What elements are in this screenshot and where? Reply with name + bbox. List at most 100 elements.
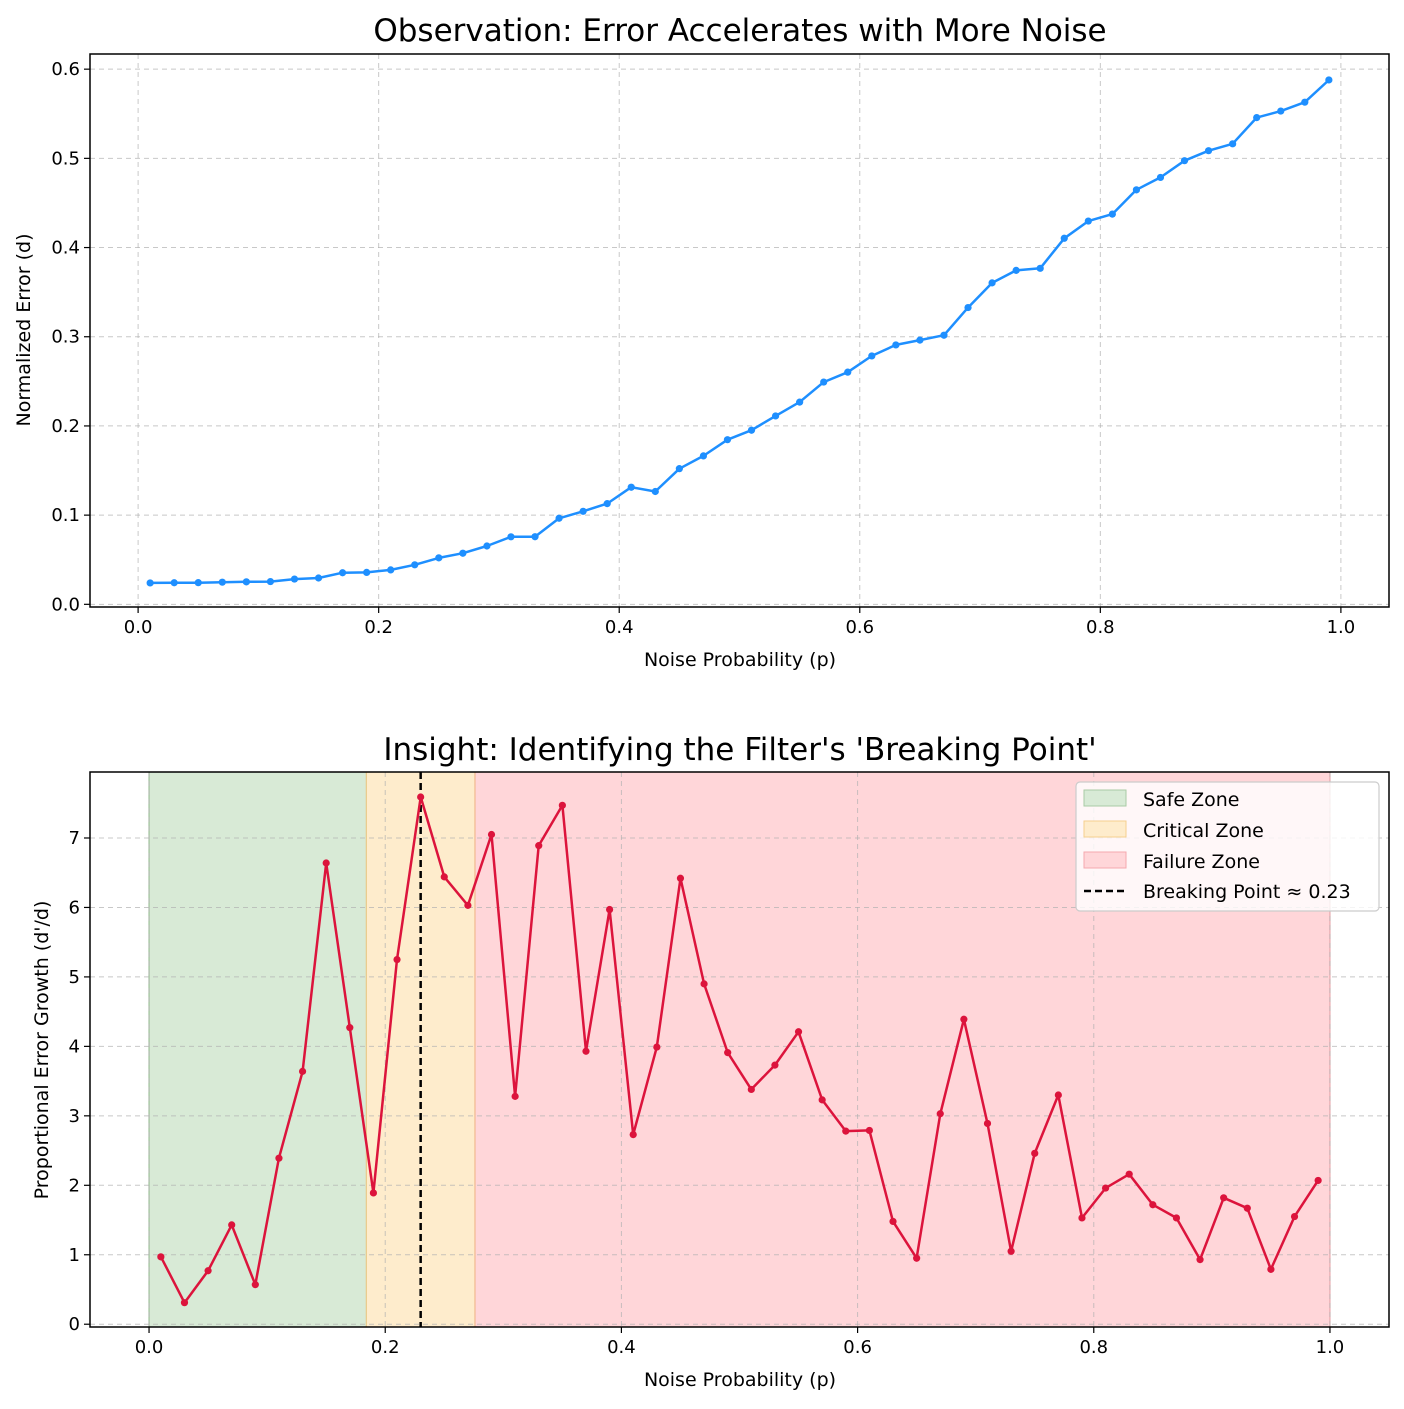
data-point [676,874,685,882]
data-point [507,533,515,541]
data-point [1132,186,1141,194]
data-point [1031,1149,1039,1157]
x-tick-label: 0.6 [843,1337,872,1358]
series-line [159,795,1320,1304]
data-point [627,483,635,491]
data-point [1054,1091,1062,1099]
chart2-title: Insight: Identifying the Filter's 'Break… [383,732,1096,768]
legend-label-breaking-point: Breaking Point ≈ 0.23 [1143,881,1351,903]
data-point [558,801,566,809]
chart1-grid [90,54,1389,607]
data-point [820,378,828,386]
data-point [724,1049,732,1057]
data-point [411,561,419,569]
data-point [511,1092,519,1100]
data-point [892,341,900,349]
legend-label-failure: Failure Zone [1143,851,1260,873]
data-point [346,1024,354,1032]
data-point [393,955,401,964]
data-point [290,575,299,583]
chart2-series [157,793,1322,1307]
data-point [363,568,371,576]
data-point [1180,157,1189,165]
data-point [1229,140,1237,148]
chart-insight: Insight: Identifying the Filter's 'Break… [31,732,1390,1391]
data-point [1204,147,1213,155]
data-point [1277,107,1285,115]
data-point [417,793,425,801]
data-point [916,336,924,344]
data-point [988,279,996,287]
x-tick-label: 0.4 [607,1337,636,1358]
data-point [157,1253,165,1261]
data-point [651,487,659,496]
x-tick-label: 1.0 [1316,1337,1345,1358]
data-point [865,1126,874,1135]
legend-frame [1075,781,1380,912]
chart1-y-label: Normalized Error (d) [13,233,35,426]
data-point [603,500,611,508]
data-point [794,1028,803,1036]
data-point [582,1047,590,1055]
data-point [1149,1201,1157,1209]
x-tick-label: 0.8 [1086,617,1115,638]
data-point [338,569,347,577]
data-point [435,554,443,562]
data-point [1078,1214,1086,1222]
y-tick-label: 7 [69,828,80,849]
data-point [487,830,496,839]
y-tick-label: 5 [69,967,80,988]
y-tick-label: 4 [69,1036,80,1057]
x-tick-label: 0.0 [135,1337,164,1358]
data-point [1325,76,1333,84]
data-point [322,859,330,867]
data-point [796,398,804,406]
data-point [842,1127,850,1135]
data-point [170,579,178,587]
data-point [314,574,323,582]
chart2-y-label: Proportional Error Growth (d'/d) [31,901,53,1200]
zone-safe-zone [149,772,367,1327]
x-tick-label: 0.6 [845,617,874,638]
y-tick-label: 0.1 [51,505,80,526]
data-point [889,1217,897,1226]
y-tick-label: 2 [69,1175,80,1196]
data-point [146,579,154,587]
data-point [266,577,275,586]
data-point [700,980,708,988]
chart2-y-ticks: 0 1 2 3 4 5 6 7 [69,828,90,1335]
y-tick-label: 6 [69,897,80,918]
y-tick-label: 0.5 [51,148,80,169]
chart2-x-ticks: 0.0 0.2 0.4 0.6 0.8 1.0 [135,1327,1345,1358]
data-point [1101,1184,1110,1192]
y-tick-label: 0.2 [51,416,80,437]
data-point [218,578,226,586]
legend-label-safe: Safe Zone [1143,789,1240,811]
data-point [747,1085,755,1094]
x-tick-label: 0.8 [1079,1337,1108,1358]
chart2-legend: Safe Zone Critical Zone Failure Zone Bre… [1075,781,1380,912]
data-point [242,578,250,586]
data-point [936,1110,944,1118]
legend-swatch-critical [1083,820,1127,838]
data-point [675,465,683,473]
legend-swatch-safe [1083,789,1127,807]
data-point [771,1061,779,1069]
chart1-series [146,76,1333,587]
y-tick-label: 1 [69,1245,80,1266]
data-point [1290,1212,1299,1221]
x-tick-label: 0.4 [605,617,634,638]
data-point [606,905,614,914]
data-point [535,842,543,850]
data-point [1108,210,1116,218]
data-point [1156,173,1165,182]
data-point [983,1119,992,1128]
data-point [1243,1204,1251,1212]
data-point [555,514,563,522]
series-line [150,79,1330,585]
data-point [464,901,472,909]
data-point [1220,1194,1228,1202]
y-tick-label: 0.3 [51,327,80,348]
data-point [1314,1176,1322,1185]
